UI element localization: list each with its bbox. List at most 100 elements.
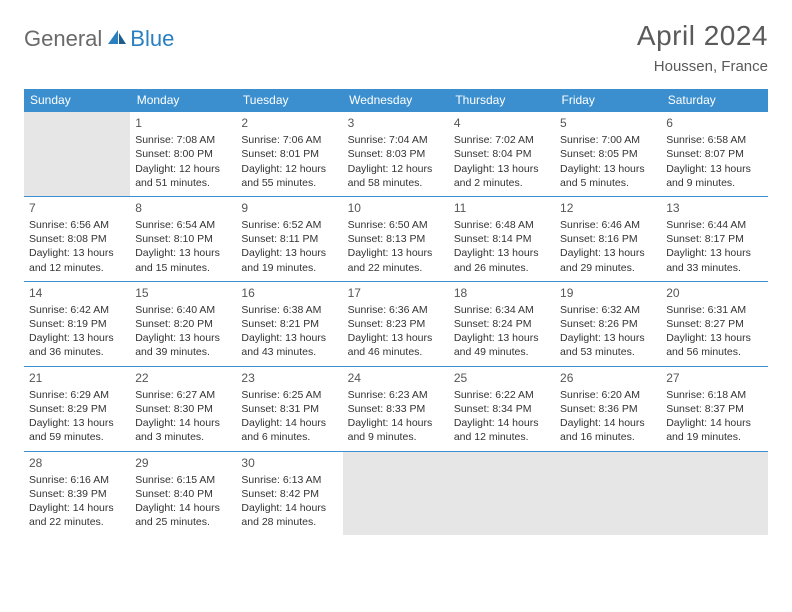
sunset-text: Sunset: 8:29 PM — [29, 402, 125, 416]
daylight-line2: and 26 minutes. — [454, 261, 550, 275]
calendar-cell: 21Sunrise: 6:29 AMSunset: 8:29 PMDayligh… — [24, 366, 130, 451]
daylight-line1: Daylight: 13 hours — [454, 246, 550, 260]
daylight-line2: and 56 minutes. — [666, 345, 762, 359]
daylight-line1: Daylight: 13 hours — [454, 162, 550, 176]
sunrise-text: Sunrise: 6:36 AM — [348, 303, 444, 317]
sunrise-text: Sunrise: 6:34 AM — [454, 303, 550, 317]
sunset-text: Sunset: 8:14 PM — [454, 232, 550, 246]
day-number: 1 — [135, 115, 231, 131]
sunset-text: Sunset: 8:13 PM — [348, 232, 444, 246]
daylight-line2: and 6 minutes. — [241, 430, 337, 444]
sunrise-text: Sunrise: 6:16 AM — [29, 473, 125, 487]
daylight-line1: Daylight: 14 hours — [135, 501, 231, 515]
day-number: 6 — [666, 115, 762, 131]
calendar-cell: 17Sunrise: 6:36 AMSunset: 8:23 PMDayligh… — [343, 281, 449, 366]
sunset-text: Sunset: 8:27 PM — [666, 317, 762, 331]
calendar-week-row: 7Sunrise: 6:56 AMSunset: 8:08 PMDaylight… — [24, 196, 768, 281]
sunset-text: Sunset: 8:10 PM — [135, 232, 231, 246]
sunrise-text: Sunrise: 6:52 AM — [241, 218, 337, 232]
calendar-cell: 18Sunrise: 6:34 AMSunset: 8:24 PMDayligh… — [449, 281, 555, 366]
sunset-text: Sunset: 8:08 PM — [29, 232, 125, 246]
sunset-text: Sunset: 8:37 PM — [666, 402, 762, 416]
sunrise-text: Sunrise: 6:44 AM — [666, 218, 762, 232]
daylight-line2: and 5 minutes. — [560, 176, 656, 190]
sunset-text: Sunset: 8:05 PM — [560, 147, 656, 161]
daylight-line1: Daylight: 13 hours — [560, 162, 656, 176]
day-number: 27 — [666, 370, 762, 386]
sunrise-text: Sunrise: 6:20 AM — [560, 388, 656, 402]
calendar-cell: 30Sunrise: 6:13 AMSunset: 8:42 PMDayligh… — [236, 451, 342, 535]
day-number: 18 — [454, 285, 550, 301]
sunrise-text: Sunrise: 6:27 AM — [135, 388, 231, 402]
day-number: 15 — [135, 285, 231, 301]
calendar-cell: 25Sunrise: 6:22 AMSunset: 8:34 PMDayligh… — [449, 366, 555, 451]
sunrise-text: Sunrise: 6:15 AM — [135, 473, 231, 487]
sunrise-text: Sunrise: 6:31 AM — [666, 303, 762, 317]
calendar-cell — [343, 451, 449, 535]
day-number: 23 — [241, 370, 337, 386]
weekday-thursday: Thursday — [449, 89, 555, 112]
daylight-line2: and 59 minutes. — [29, 430, 125, 444]
sunset-text: Sunset: 8:01 PM — [241, 147, 337, 161]
sunset-text: Sunset: 8:19 PM — [29, 317, 125, 331]
header: General Blue April 2024 Houssen, France — [24, 20, 768, 75]
daylight-line1: Daylight: 12 hours — [348, 162, 444, 176]
daylight-line2: and 9 minutes. — [348, 430, 444, 444]
daylight-line1: Daylight: 14 hours — [348, 416, 444, 430]
daylight-line1: Daylight: 13 hours — [666, 331, 762, 345]
daylight-line1: Daylight: 13 hours — [135, 246, 231, 260]
day-number: 10 — [348, 200, 444, 216]
sunset-text: Sunset: 8:39 PM — [29, 487, 125, 501]
daylight-line2: and 43 minutes. — [241, 345, 337, 359]
daylight-line2: and 36 minutes. — [29, 345, 125, 359]
calendar-cell — [24, 112, 130, 197]
calendar-cell: 22Sunrise: 6:27 AMSunset: 8:30 PMDayligh… — [130, 366, 236, 451]
sunrise-text: Sunrise: 6:23 AM — [348, 388, 444, 402]
daylight-line2: and 28 minutes. — [241, 515, 337, 529]
daylight-line1: Daylight: 14 hours — [135, 416, 231, 430]
daylight-line2: and 49 minutes. — [454, 345, 550, 359]
daylight-line1: Daylight: 13 hours — [666, 246, 762, 260]
daylight-line2: and 15 minutes. — [135, 261, 231, 275]
daylight-line1: Daylight: 14 hours — [454, 416, 550, 430]
sunset-text: Sunset: 8:40 PM — [135, 487, 231, 501]
sunrise-text: Sunrise: 6:46 AM — [560, 218, 656, 232]
day-number: 11 — [454, 200, 550, 216]
sunset-text: Sunset: 8:11 PM — [241, 232, 337, 246]
sunrise-text: Sunrise: 6:25 AM — [241, 388, 337, 402]
calendar-cell: 6Sunrise: 6:58 AMSunset: 8:07 PMDaylight… — [661, 112, 767, 197]
calendar-cell — [555, 451, 661, 535]
daylight-line2: and 51 minutes. — [135, 176, 231, 190]
day-number: 4 — [454, 115, 550, 131]
weekday-monday: Monday — [130, 89, 236, 112]
sunset-text: Sunset: 8:04 PM — [454, 147, 550, 161]
sunset-text: Sunset: 8:23 PM — [348, 317, 444, 331]
daylight-line2: and 9 minutes. — [666, 176, 762, 190]
sunrise-text: Sunrise: 6:42 AM — [29, 303, 125, 317]
calendar-cell: 26Sunrise: 6:20 AMSunset: 8:36 PMDayligh… — [555, 366, 661, 451]
logo-sail-icon — [106, 28, 128, 51]
sunset-text: Sunset: 8:31 PM — [241, 402, 337, 416]
daylight-line1: Daylight: 14 hours — [666, 416, 762, 430]
calendar-cell: 24Sunrise: 6:23 AMSunset: 8:33 PMDayligh… — [343, 366, 449, 451]
daylight-line1: Daylight: 13 hours — [241, 246, 337, 260]
weekday-saturday: Saturday — [661, 89, 767, 112]
sunrise-text: Sunrise: 7:06 AM — [241, 133, 337, 147]
calendar-cell: 15Sunrise: 6:40 AMSunset: 8:20 PMDayligh… — [130, 281, 236, 366]
daylight-line2: and 2 minutes. — [454, 176, 550, 190]
daylight-line1: Daylight: 13 hours — [560, 246, 656, 260]
sunset-text: Sunset: 8:00 PM — [135, 147, 231, 161]
weekday-friday: Friday — [555, 89, 661, 112]
calendar-cell: 10Sunrise: 6:50 AMSunset: 8:13 PMDayligh… — [343, 196, 449, 281]
calendar-cell: 13Sunrise: 6:44 AMSunset: 8:17 PMDayligh… — [661, 196, 767, 281]
daylight-line2: and 3 minutes. — [135, 430, 231, 444]
sunrise-text: Sunrise: 6:48 AM — [454, 218, 550, 232]
sunrise-text: Sunrise: 6:50 AM — [348, 218, 444, 232]
daylight-line1: Daylight: 14 hours — [241, 416, 337, 430]
daylight-line1: Daylight: 13 hours — [454, 331, 550, 345]
daylight-line2: and 29 minutes. — [560, 261, 656, 275]
sunrise-text: Sunrise: 6:13 AM — [241, 473, 337, 487]
calendar-week-row: 1Sunrise: 7:08 AMSunset: 8:00 PMDaylight… — [24, 112, 768, 197]
sunrise-text: Sunrise: 6:38 AM — [241, 303, 337, 317]
calendar-cell: 11 Sunrise: 6:48 AMSunset: 8:14 PMDayligh… — [449, 196, 555, 281]
